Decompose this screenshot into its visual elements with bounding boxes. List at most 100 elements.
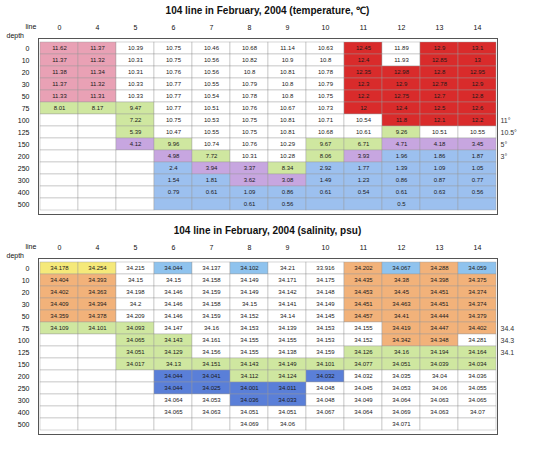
svg-text:34.394: 34.394 — [88, 301, 107, 307]
svg-text:34.156: 34.156 — [202, 349, 221, 355]
svg-text:34.171: 34.171 — [278, 277, 297, 283]
svg-text:6: 6 — [172, 24, 176, 31]
svg-text:34.033: 34.033 — [278, 397, 297, 403]
svg-text:1.54: 1.54 — [168, 177, 180, 183]
svg-text:6.71: 6.71 — [358, 141, 370, 147]
svg-text:75: 75 — [22, 105, 30, 112]
svg-text:34.137: 34.137 — [202, 265, 221, 271]
svg-text:34.048: 34.048 — [316, 385, 335, 391]
svg-text:0.61: 0.61 — [244, 201, 256, 207]
svg-text:10.82: 10.82 — [242, 57, 258, 63]
svg-text:10.51: 10.51 — [204, 105, 220, 111]
svg-text:10.8: 10.8 — [320, 57, 332, 63]
svg-text:4.98: 4.98 — [168, 153, 180, 159]
svg-text:10.8: 10.8 — [282, 93, 294, 99]
svg-text:34.447: 34.447 — [430, 325, 449, 331]
svg-text:34.374: 34.374 — [468, 289, 487, 295]
svg-text:34.149: 34.149 — [316, 301, 335, 307]
svg-text:10.33: 10.33 — [128, 93, 144, 99]
svg-text:34.141: 34.141 — [278, 301, 297, 307]
svg-text:34.451: 34.451 — [430, 289, 449, 295]
svg-text:34.13: 34.13 — [166, 361, 182, 367]
svg-text:11.38: 11.38 — [52, 69, 67, 75]
svg-text:34.451: 34.451 — [354, 301, 373, 307]
svg-text:10.56: 10.56 — [204, 69, 220, 75]
svg-text:4.12: 4.12 — [130, 141, 142, 147]
svg-text:250: 250 — [18, 165, 30, 172]
svg-text:34.164: 34.164 — [468, 349, 487, 355]
svg-text:34.06: 34.06 — [432, 385, 448, 391]
svg-text:11.93: 11.93 — [394, 57, 409, 63]
svg-text:34.15: 34.15 — [242, 301, 258, 307]
svg-text:0.5: 0.5 — [397, 201, 406, 207]
svg-text:34.159: 34.159 — [316, 349, 335, 355]
svg-text:34.044: 34.044 — [164, 373, 183, 379]
svg-text:11: 11 — [360, 244, 367, 251]
svg-text:34.2: 34.2 — [130, 301, 142, 307]
svg-text:10.31: 10.31 — [128, 69, 144, 75]
svg-text:34.129: 34.129 — [164, 349, 183, 355]
svg-text:1.49: 1.49 — [320, 177, 332, 183]
svg-text:30: 30 — [22, 301, 30, 308]
svg-text:11: 11 — [360, 24, 367, 31]
svg-text:34.001: 34.001 — [240, 385, 259, 391]
svg-text:12.7: 12.7 — [434, 93, 446, 99]
svg-text:10.33: 10.33 — [128, 81, 144, 87]
svg-text:34.209: 34.209 — [126, 313, 145, 319]
svg-text:34.148: 34.148 — [316, 289, 335, 295]
svg-text:300: 300 — [18, 397, 30, 404]
svg-text:34.064: 34.064 — [392, 397, 411, 403]
svg-text:34.158: 34.158 — [202, 277, 221, 283]
svg-text:10.81: 10.81 — [280, 69, 296, 75]
svg-text:34.45: 34.45 — [394, 289, 410, 295]
svg-text:34.359: 34.359 — [50, 313, 69, 319]
svg-text:1.81: 1.81 — [206, 177, 218, 183]
svg-text:10.55: 10.55 — [204, 81, 220, 87]
svg-text:12.8: 12.8 — [472, 93, 484, 99]
svg-text:10.56: 10.56 — [204, 57, 220, 63]
svg-text:34.15: 34.15 — [128, 277, 144, 283]
svg-text:34.155: 34.155 — [354, 325, 373, 331]
svg-text:10.46: 10.46 — [204, 45, 220, 51]
svg-text:3.45: 3.45 — [472, 141, 484, 147]
svg-text:30: 30 — [22, 81, 30, 88]
svg-text:34.342: 34.342 — [392, 337, 411, 343]
svg-text:14: 14 — [474, 244, 482, 251]
svg-text:11.32: 11.32 — [90, 57, 105, 63]
svg-text:34.194: 34.194 — [430, 349, 449, 355]
svg-text:34.063: 34.063 — [430, 409, 449, 415]
svg-text:34.109: 34.109 — [50, 325, 69, 331]
svg-text:34.101: 34.101 — [88, 325, 107, 331]
svg-text:12.3: 12.3 — [358, 81, 370, 87]
svg-text:34.159: 34.159 — [202, 289, 221, 295]
svg-text:10: 10 — [322, 24, 330, 31]
svg-text:0.56: 0.56 — [282, 201, 294, 207]
svg-text:9: 9 — [286, 244, 290, 251]
svg-text:10.31: 10.31 — [128, 57, 144, 63]
svg-text:12.8: 12.8 — [434, 69, 446, 75]
svg-text:0: 0 — [26, 265, 30, 272]
svg-text:0.54: 0.54 — [358, 189, 370, 195]
svg-text:34.409: 34.409 — [50, 301, 69, 307]
svg-text:34.036: 34.036 — [468, 373, 487, 379]
svg-text:34.21: 34.21 — [280, 265, 296, 271]
svg-text:8.01: 8.01 — [54, 105, 66, 111]
svg-text:34.032: 34.032 — [354, 373, 373, 379]
svg-text:34.011: 34.011 — [279, 385, 298, 391]
svg-text:depth: depth — [7, 252, 25, 260]
svg-text:34.051: 34.051 — [240, 409, 259, 415]
svg-text:300: 300 — [18, 177, 30, 184]
svg-text:12.4: 12.4 — [358, 57, 370, 63]
svg-text:34.044: 34.044 — [164, 385, 183, 391]
svg-text:34.051: 34.051 — [392, 361, 411, 367]
svg-text:34.402: 34.402 — [50, 289, 69, 295]
svg-text:34.375: 34.375 — [468, 277, 487, 283]
svg-text:34.393: 34.393 — [88, 277, 107, 283]
svg-text:10.8: 10.8 — [282, 81, 294, 87]
svg-text:10.9: 10.9 — [282, 57, 294, 63]
svg-text:34.065: 34.065 — [468, 397, 487, 403]
svg-text:34.093: 34.093 — [126, 325, 145, 331]
svg-text:9.47: 9.47 — [130, 105, 142, 111]
svg-text:10.54: 10.54 — [356, 117, 372, 123]
svg-text:10.68: 10.68 — [242, 45, 258, 51]
